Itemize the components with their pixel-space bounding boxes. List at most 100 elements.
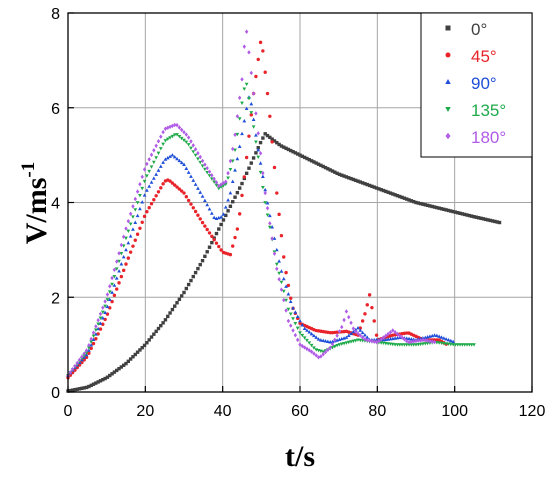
data-point <box>446 337 451 342</box>
data-point <box>142 343 147 348</box>
data-point <box>84 351 89 355</box>
data-point <box>175 122 179 128</box>
data-point <box>131 227 135 231</box>
data-point <box>360 330 365 335</box>
data-point <box>235 114 240 119</box>
data-point <box>119 274 124 279</box>
data-point <box>191 143 195 148</box>
data-point <box>161 129 165 135</box>
data-point <box>152 198 156 202</box>
y-tick-label: 8 <box>51 6 60 23</box>
data-point <box>105 375 110 379</box>
series-layer <box>66 29 502 393</box>
data-point <box>138 206 142 211</box>
data-point <box>114 276 119 280</box>
data-point <box>124 236 128 241</box>
data-point <box>360 335 365 340</box>
data-point <box>279 280 284 285</box>
data-point <box>147 169 152 174</box>
data-point <box>437 206 441 210</box>
data-point <box>131 215 135 219</box>
data-point <box>307 348 311 353</box>
data-point <box>472 215 476 219</box>
data-point <box>360 181 365 185</box>
y-axis-label-main: V/ms <box>20 178 53 245</box>
data-point <box>377 187 381 191</box>
data-point <box>409 337 414 341</box>
data-point <box>319 338 323 342</box>
data-point <box>267 225 272 230</box>
data-point <box>358 333 363 338</box>
data-point <box>448 338 453 343</box>
data-point <box>209 211 214 215</box>
data-point <box>173 122 177 128</box>
data-point <box>391 192 395 196</box>
x-tick-label: 60 <box>291 403 309 420</box>
data-point <box>256 148 261 152</box>
data-point <box>363 312 367 316</box>
data-point <box>374 333 379 337</box>
data-point <box>101 305 105 310</box>
data-point <box>289 148 293 153</box>
data-point <box>214 183 219 188</box>
data-point <box>82 354 87 358</box>
data-point <box>108 284 112 289</box>
legend-label: 135° <box>471 101 506 120</box>
data-point <box>128 211 133 216</box>
data-point <box>135 350 140 354</box>
data-point <box>119 262 124 266</box>
data-point <box>198 217 202 221</box>
series-1 <box>66 40 448 380</box>
data-point <box>103 317 107 322</box>
data-point <box>312 160 316 164</box>
data-point <box>261 185 265 190</box>
data-point <box>166 314 170 319</box>
data-point <box>138 348 142 352</box>
data-point <box>370 338 374 344</box>
data-point <box>497 220 502 225</box>
data-point <box>268 114 272 118</box>
data-point <box>112 370 117 374</box>
data-point <box>453 210 458 214</box>
data-point <box>416 342 421 347</box>
data-point <box>439 335 444 339</box>
data-point <box>263 132 267 136</box>
data-point <box>212 238 216 242</box>
data-point <box>203 198 207 202</box>
data-point <box>105 312 110 316</box>
data-point <box>430 204 434 209</box>
data-point <box>421 202 425 206</box>
data-point <box>309 349 314 354</box>
legend-marker <box>445 79 451 84</box>
data-point <box>98 379 103 383</box>
data-point <box>274 262 279 267</box>
data-point <box>172 133 177 137</box>
data-point <box>439 207 444 211</box>
data-point <box>272 236 277 240</box>
y-tick-label: 2 <box>51 290 60 307</box>
data-point <box>372 339 376 344</box>
data-point <box>442 207 446 212</box>
data-point <box>314 353 318 358</box>
data-point <box>263 201 268 205</box>
data-point <box>339 342 344 346</box>
data-point <box>135 232 140 236</box>
data-point <box>312 351 316 356</box>
data-point <box>159 134 163 139</box>
data-point <box>281 289 286 294</box>
x-tick-label: 20 <box>136 403 154 420</box>
data-point <box>400 195 404 200</box>
data-point <box>374 186 379 190</box>
legend-label: 90° <box>471 74 497 93</box>
data-point <box>395 331 400 337</box>
data-point <box>384 189 388 194</box>
data-point <box>196 186 200 190</box>
legend-label: 180° <box>471 128 506 147</box>
data-point <box>159 186 163 190</box>
data-point <box>235 156 240 161</box>
data-point <box>175 301 179 305</box>
data-point <box>124 226 128 231</box>
data-point <box>284 146 288 151</box>
data-point <box>128 234 133 238</box>
data-point <box>295 337 300 343</box>
